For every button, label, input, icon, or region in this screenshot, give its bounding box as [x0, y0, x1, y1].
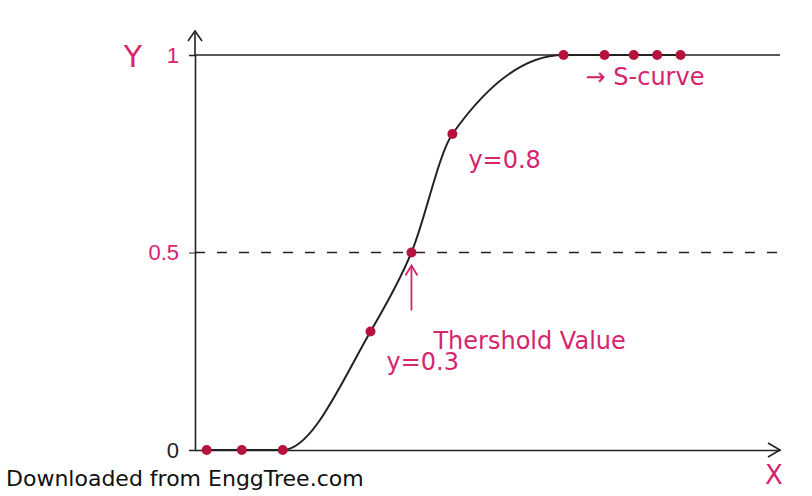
data-point [237, 445, 247, 455]
y-tick: 0.5 [148, 240, 195, 265]
threshold-line [195, 252, 780, 253]
annotation-arrow [411, 267, 413, 311]
y-tick: 1 [167, 43, 195, 68]
data-point [629, 50, 639, 60]
watermark: Downloaded from EnggTree.com [6, 466, 364, 491]
data-point [559, 50, 569, 60]
annotation: Thershold Value [432, 327, 625, 355]
s-curve [207, 55, 681, 450]
asymptote-line [195, 54, 780, 55]
y-tick-mark [189, 450, 195, 451]
annotation: → S-curve [586, 63, 705, 91]
x-axis-title: X [765, 460, 783, 490]
data-point [676, 50, 686, 60]
annotation: y=0.3 [387, 348, 459, 376]
data-point [652, 50, 662, 60]
y-axis-line [189, 56, 196, 451]
y-tick-label: 0 [167, 438, 179, 463]
data-point [600, 50, 610, 60]
y-axis-arrowhead [188, 31, 202, 41]
data-point [366, 327, 376, 337]
data-point [406, 248, 416, 258]
plot: 00.51 [148, 31, 780, 463]
y-tick: 0 [167, 438, 195, 463]
y-axis-title: Y [123, 39, 143, 74]
annotations: → S-curve y=0.8 Thershold Valuey=0.3 [387, 63, 705, 376]
y-tick-label: 1 [167, 43, 179, 68]
y-tick-mark [189, 55, 195, 56]
data-point [447, 129, 457, 139]
data-point [278, 445, 288, 455]
annotation: y=0.8 [468, 146, 540, 174]
annotation-arrowhead [405, 266, 417, 276]
y-axis-arrow [194, 33, 196, 55]
y-tick-label: 0.5 [148, 240, 179, 265]
y-axis: 00.51 [148, 43, 195, 463]
x-axis-arrowhead [768, 443, 780, 457]
marks [202, 50, 686, 455]
data-point [202, 445, 212, 455]
y-tick-mark [189, 253, 195, 254]
chart: 00.51→ S-curvey=0.8Thershold Valuey=0.3Y… [0, 0, 812, 496]
